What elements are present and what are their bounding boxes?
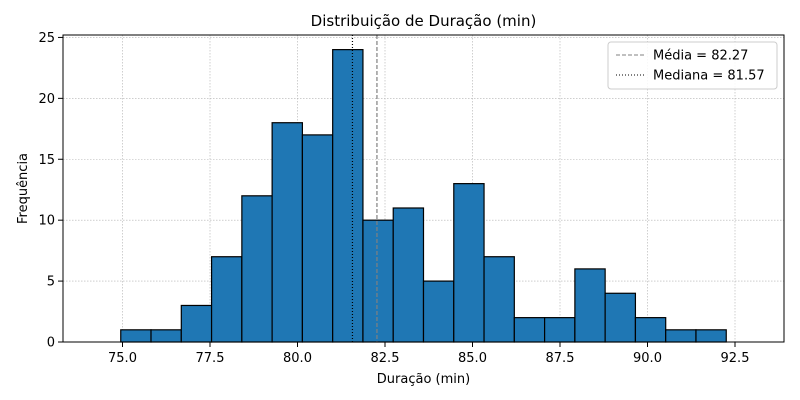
histogram-bar bbox=[302, 135, 332, 342]
x-axis-label: Duração (min) bbox=[377, 372, 470, 387]
x-tick-label: 85.0 bbox=[458, 351, 487, 366]
histogram-bar bbox=[696, 330, 726, 342]
y-tick-label: 20 bbox=[38, 92, 55, 107]
histogram-bar bbox=[635, 318, 665, 342]
histogram-bar bbox=[333, 50, 363, 342]
legend-mean-label: Média = 82.27 bbox=[653, 49, 748, 64]
y-tick-label: 25 bbox=[38, 31, 55, 46]
histogram-bar bbox=[545, 318, 575, 342]
chart-title: Distribuição de Duração (min) bbox=[311, 12, 537, 30]
y-tick-label: 0 bbox=[47, 336, 55, 351]
x-tick-label: 82.5 bbox=[371, 351, 400, 366]
histogram-bar bbox=[242, 196, 272, 342]
x-tick-label: 75.0 bbox=[108, 351, 137, 366]
histogram-bar bbox=[181, 305, 211, 342]
legend: Média = 82.27 Mediana = 81.57 bbox=[608, 42, 777, 89]
y-tick-label: 15 bbox=[38, 153, 55, 168]
histogram-bar bbox=[212, 257, 242, 342]
histogram-bar bbox=[575, 269, 605, 342]
histogram-bar bbox=[272, 123, 302, 342]
x-tick-label: 92.5 bbox=[721, 351, 750, 366]
x-tick-label: 90.0 bbox=[633, 351, 662, 366]
histogram-bar bbox=[666, 330, 696, 342]
y-tick-label: 5 bbox=[47, 275, 55, 290]
histogram-bar bbox=[363, 220, 393, 342]
y-tick-label: 10 bbox=[38, 214, 55, 229]
histogram-bar bbox=[605, 293, 635, 342]
histogram-bar bbox=[514, 318, 544, 342]
x-tick-label: 87.5 bbox=[546, 351, 575, 366]
histogram-bars bbox=[121, 50, 727, 342]
histogram-bar bbox=[484, 257, 514, 342]
histogram-bar bbox=[393, 208, 423, 342]
y-axis-label: Frequência bbox=[16, 153, 31, 224]
legend-median-label: Mediana = 81.57 bbox=[653, 69, 765, 84]
x-tick-label: 80.0 bbox=[283, 351, 312, 366]
histogram-bar bbox=[151, 330, 181, 342]
histogram-bar bbox=[424, 281, 454, 342]
histogram-bar bbox=[121, 330, 151, 342]
histogram-bar bbox=[454, 184, 484, 342]
x-tick-label: 77.5 bbox=[196, 351, 225, 366]
